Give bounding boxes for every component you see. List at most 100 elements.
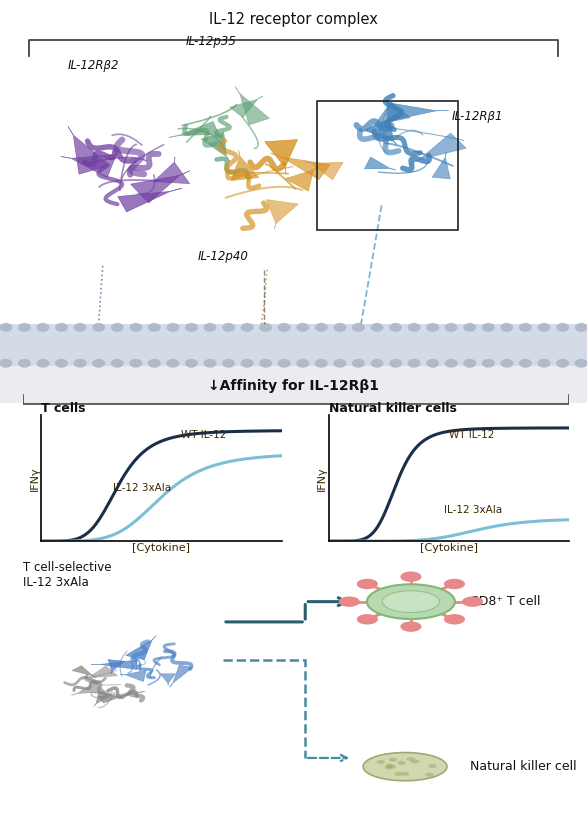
Bar — [0, 367, 587, 403]
Circle shape — [259, 323, 272, 332]
Circle shape — [185, 323, 198, 332]
Polygon shape — [265, 139, 298, 175]
Polygon shape — [285, 166, 318, 191]
Circle shape — [370, 359, 383, 367]
Circle shape — [129, 323, 142, 332]
Polygon shape — [99, 695, 129, 703]
Circle shape — [538, 359, 551, 367]
Circle shape — [429, 764, 437, 768]
Polygon shape — [365, 118, 397, 145]
Text: IL-12p35: IL-12p35 — [186, 35, 237, 49]
Circle shape — [241, 359, 254, 367]
Circle shape — [55, 323, 68, 332]
Circle shape — [204, 323, 217, 332]
Polygon shape — [368, 102, 410, 129]
Polygon shape — [160, 674, 176, 685]
Bar — [317, 101, 458, 230]
Circle shape — [315, 359, 328, 367]
Circle shape — [389, 359, 402, 367]
Circle shape — [73, 323, 86, 332]
Polygon shape — [91, 660, 137, 670]
Text: IL-12p40: IL-12p40 — [198, 250, 248, 263]
Polygon shape — [108, 659, 124, 674]
Text: IL-12Rβ1: IL-12Rβ1 — [452, 110, 504, 123]
Circle shape — [315, 323, 328, 332]
Circle shape — [575, 323, 587, 332]
Circle shape — [386, 763, 394, 768]
Text: IL-12Rβ2: IL-12Rβ2 — [68, 60, 120, 72]
Circle shape — [482, 323, 495, 332]
Circle shape — [148, 323, 161, 332]
Circle shape — [296, 323, 309, 332]
Circle shape — [463, 323, 476, 332]
Circle shape — [333, 323, 346, 332]
Circle shape — [36, 323, 49, 332]
Circle shape — [389, 323, 402, 332]
Circle shape — [111, 359, 124, 367]
Text: CD8⁺ T cell: CD8⁺ T cell — [470, 595, 540, 608]
Circle shape — [352, 359, 365, 367]
Circle shape — [445, 359, 458, 367]
Circle shape — [55, 359, 68, 367]
Circle shape — [92, 323, 105, 332]
Circle shape — [222, 359, 235, 367]
Text: ↓Affinity for IL-12Rβ1: ↓Affinity for IL-12Rβ1 — [208, 378, 379, 393]
Circle shape — [333, 359, 346, 367]
Polygon shape — [82, 666, 117, 680]
Text: IL-12 3xAla: IL-12 3xAla — [113, 482, 171, 492]
Text: Natural killer cell: Natural killer cell — [470, 760, 576, 773]
Circle shape — [462, 597, 483, 607]
Circle shape — [445, 323, 458, 332]
Circle shape — [167, 323, 180, 332]
Text: IL-12 3xAla: IL-12 3xAla — [444, 505, 502, 515]
Circle shape — [204, 359, 217, 367]
Text: T cells: T cells — [41, 403, 86, 415]
Bar — [0, 324, 587, 367]
Circle shape — [185, 359, 198, 367]
Circle shape — [167, 359, 180, 367]
Polygon shape — [365, 157, 396, 170]
Circle shape — [501, 359, 514, 367]
Polygon shape — [60, 154, 116, 178]
Circle shape — [377, 760, 385, 764]
Circle shape — [426, 359, 439, 367]
Ellipse shape — [363, 753, 447, 781]
Circle shape — [384, 765, 393, 769]
Polygon shape — [305, 162, 343, 180]
Polygon shape — [120, 670, 146, 681]
Polygon shape — [266, 200, 298, 229]
Circle shape — [18, 359, 31, 367]
Circle shape — [444, 614, 465, 624]
Ellipse shape — [367, 584, 455, 619]
Polygon shape — [72, 682, 106, 696]
Circle shape — [463, 359, 476, 367]
X-axis label: [Cytokine]: [Cytokine] — [133, 543, 190, 553]
Polygon shape — [126, 636, 156, 659]
Polygon shape — [432, 152, 450, 179]
Circle shape — [111, 323, 124, 332]
X-axis label: [Cytokine]: [Cytokine] — [420, 543, 478, 553]
Text: Natural killer cells: Natural killer cells — [329, 403, 457, 415]
Circle shape — [519, 323, 532, 332]
Circle shape — [357, 614, 378, 624]
Circle shape — [73, 359, 86, 367]
Polygon shape — [410, 133, 466, 164]
Circle shape — [519, 359, 532, 367]
Circle shape — [575, 359, 587, 367]
Circle shape — [400, 622, 421, 632]
Polygon shape — [72, 665, 96, 677]
Polygon shape — [94, 691, 112, 706]
Circle shape — [241, 323, 254, 332]
Polygon shape — [201, 133, 230, 162]
Circle shape — [407, 757, 415, 761]
Polygon shape — [118, 188, 182, 212]
Y-axis label: IFNγ: IFNγ — [318, 466, 328, 491]
Circle shape — [401, 772, 409, 776]
Polygon shape — [235, 86, 269, 125]
Polygon shape — [271, 154, 330, 180]
Circle shape — [444, 579, 465, 589]
Circle shape — [129, 359, 142, 367]
Circle shape — [92, 359, 105, 367]
Polygon shape — [130, 171, 190, 203]
Circle shape — [389, 758, 397, 762]
